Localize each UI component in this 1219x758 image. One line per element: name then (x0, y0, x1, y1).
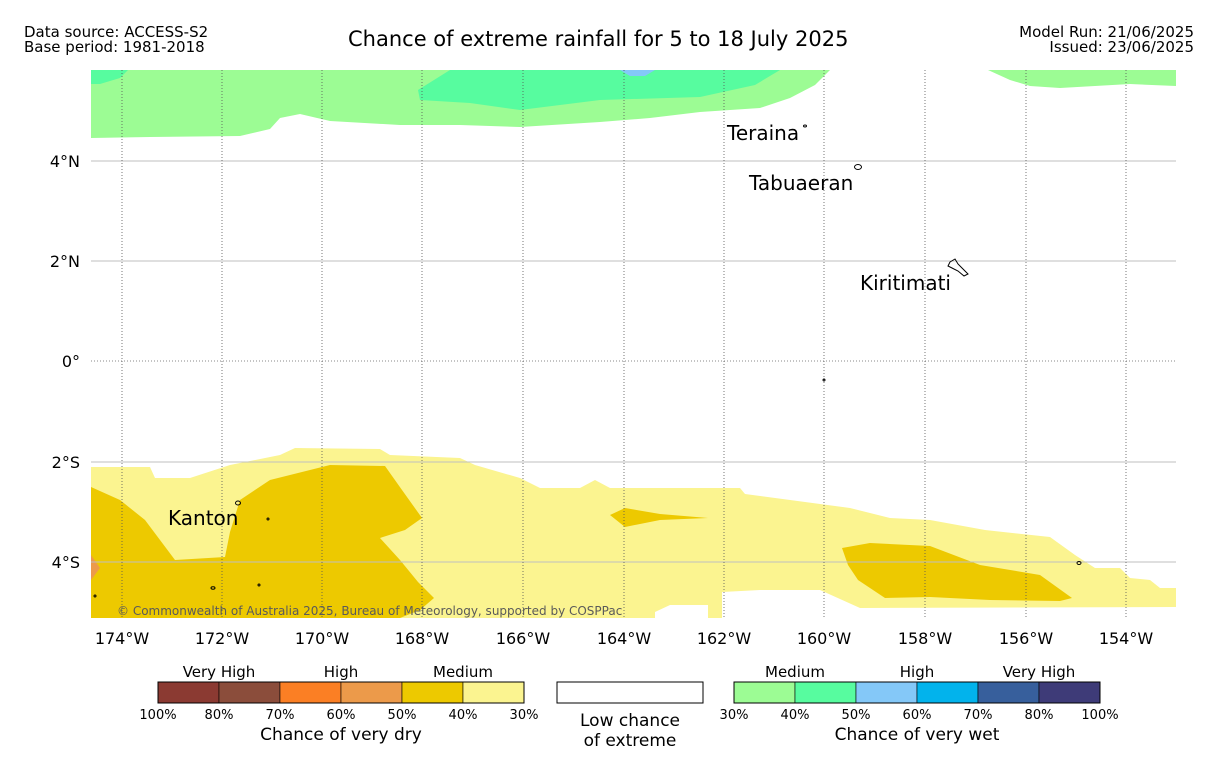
legend-dry-tick-label: 60% (327, 708, 356, 723)
legend-wet-swatch (1038, 681, 1101, 704)
legend-low-line1: Low chance (580, 711, 680, 731)
data-source-text: Data source: ACCESS-S2 (24, 23, 209, 41)
islet (1076, 561, 1082, 565)
legend-wet: Medium High Very High 30% 40% 50% 60% 70% 80%… (720, 663, 1119, 745)
map-title: Chance of extreme rainfall for 5 to 18 J… (348, 27, 849, 51)
dry-medium-strong-region (842, 543, 1072, 601)
legend-wet-category: Medium (765, 663, 825, 681)
wet-medium-strong-region (418, 70, 780, 110)
islet (266, 517, 270, 521)
legend-dry-tick-label: 100% (139, 708, 176, 723)
legend-dry-swatch (218, 681, 281, 704)
header-right: Model Run: 21/06/2025 Issued: 23/06/2025 (1019, 25, 1194, 55)
island-outlines (93, 124, 1082, 598)
base-period-text: Base period: 1981-2018 (24, 38, 205, 56)
legend-wet-swatches (733, 681, 1101, 704)
lon-label: 160°W (797, 629, 852, 648)
place-label-kiritimati: Kiritimati (860, 271, 951, 295)
map-meridians (121, 70, 1127, 618)
latitude-labels: 4°N 2°N 0° 2°S 4°S (50, 152, 80, 572)
map-fields (91, 70, 1176, 618)
legend-dry-swatch (401, 681, 464, 704)
kanton-island (235, 500, 241, 506)
legend-dry-tick-label: 70% (266, 708, 295, 723)
legend-wet-swatch (855, 681, 918, 704)
issued-text: Issued: 23/06/2025 (1049, 38, 1194, 56)
legend-wet-tick-label: 40% (781, 708, 810, 723)
legend-dry-tick-label: 50% (388, 708, 417, 723)
lon-label: 164°W (597, 629, 652, 648)
legend-dry-caption: Chance of very dry (260, 725, 422, 745)
lat-label: 0° (62, 352, 80, 371)
lat-label: 2°S (52, 453, 80, 472)
place-label-kanton: Kanton (168, 506, 238, 530)
place-label-teraina: Teraina (726, 121, 799, 145)
lon-label: 174°W (95, 629, 150, 648)
legend-wet-swatch (916, 681, 979, 704)
wet-medium-region (988, 70, 1176, 88)
legend-dry: Very High High Medium 100% 80% 70% 60% 50% 40… (139, 663, 538, 745)
longitude-labels: 174°W 172°W 170°W 168°W 166°W 164°W 162°… (95, 629, 1154, 648)
legend-dry-tick-label: 40% (449, 708, 478, 723)
legend-low-swatch (556, 681, 704, 704)
legend-wet-swatch (733, 681, 796, 704)
legend-wet-category: Very High (1003, 663, 1076, 681)
legend-wet-tick-label: 60% (903, 708, 932, 723)
header-left: Data source: ACCESS-S2 Base period: 1981… (24, 25, 208, 55)
legend-wet-tick-label: 30% (720, 708, 749, 723)
lon-label: 158°W (898, 629, 953, 648)
low-chance-region (655, 605, 708, 618)
teraina-island (803, 124, 807, 128)
lon-label: 154°W (1099, 629, 1154, 648)
legend-wet-tick-label: 100% (1081, 708, 1118, 723)
lon-label: 156°W (999, 629, 1054, 648)
legend-wet-swatch (977, 681, 1040, 704)
lat-label: 4°N (50, 152, 80, 171)
legend-dry-swatch (340, 681, 403, 704)
legend-dry-swatches (157, 681, 525, 704)
dry-medium-strong-region (91, 465, 434, 618)
legend-dry-swatch (462, 681, 525, 704)
islet (93, 594, 97, 598)
legend-wet-caption: Chance of very wet (835, 725, 1000, 745)
legend-low-line2: of extreme (584, 731, 677, 751)
lon-label: 170°W (295, 629, 350, 648)
legend-dry-tick-label: 30% (510, 708, 539, 723)
wet-medium-strong-region (91, 70, 128, 84)
lat-label: 4°S (52, 553, 80, 572)
legend-dry-swatch (279, 681, 342, 704)
dry-high-region (91, 555, 100, 580)
dry-medium-strong-region (610, 508, 708, 527)
kiritimati-island (947, 258, 969, 277)
legend-wet-swatch (794, 681, 857, 704)
lon-label: 172°W (195, 629, 250, 648)
legend-wet-tick-label: 80% (1025, 708, 1054, 723)
legend-low: Low chance of extreme (556, 681, 704, 751)
map-gridlines (91, 160, 1176, 563)
copyright-text: © Commonwealth of Australia 2025, Bureau… (117, 604, 622, 618)
lon-label: 168°W (395, 629, 450, 648)
lon-label: 166°W (496, 629, 551, 648)
place-label-tabuaeran: Tabuaeran (748, 171, 853, 195)
wet-high-region (620, 70, 655, 76)
tabuaeran-island (854, 164, 862, 170)
legend-dry-ticks: 100% 80% 70% 60% 50% 40% 30% (139, 708, 538, 723)
legend-dry-category: Very High (183, 663, 256, 681)
model-run-text: Model Run: 21/06/2025 (1019, 23, 1194, 41)
islet (822, 378, 826, 382)
legend-wet-tick-label: 70% (964, 708, 993, 723)
legend-wet-tick-label: 50% (842, 708, 871, 723)
legend-wet-ticks: 30% 40% 50% 60% 70% 80% 100% (720, 708, 1119, 723)
legend-wet-category: High (900, 663, 934, 681)
lon-label: 162°W (697, 629, 752, 648)
legend-dry-category: High (324, 663, 358, 681)
lat-label: 2°N (50, 252, 80, 271)
legend-dry-swatch (157, 681, 220, 704)
legend-dry-category: Medium (433, 663, 493, 681)
islet (257, 583, 261, 587)
islet (210, 586, 216, 590)
legend-dry-tick-label: 80% (205, 708, 234, 723)
